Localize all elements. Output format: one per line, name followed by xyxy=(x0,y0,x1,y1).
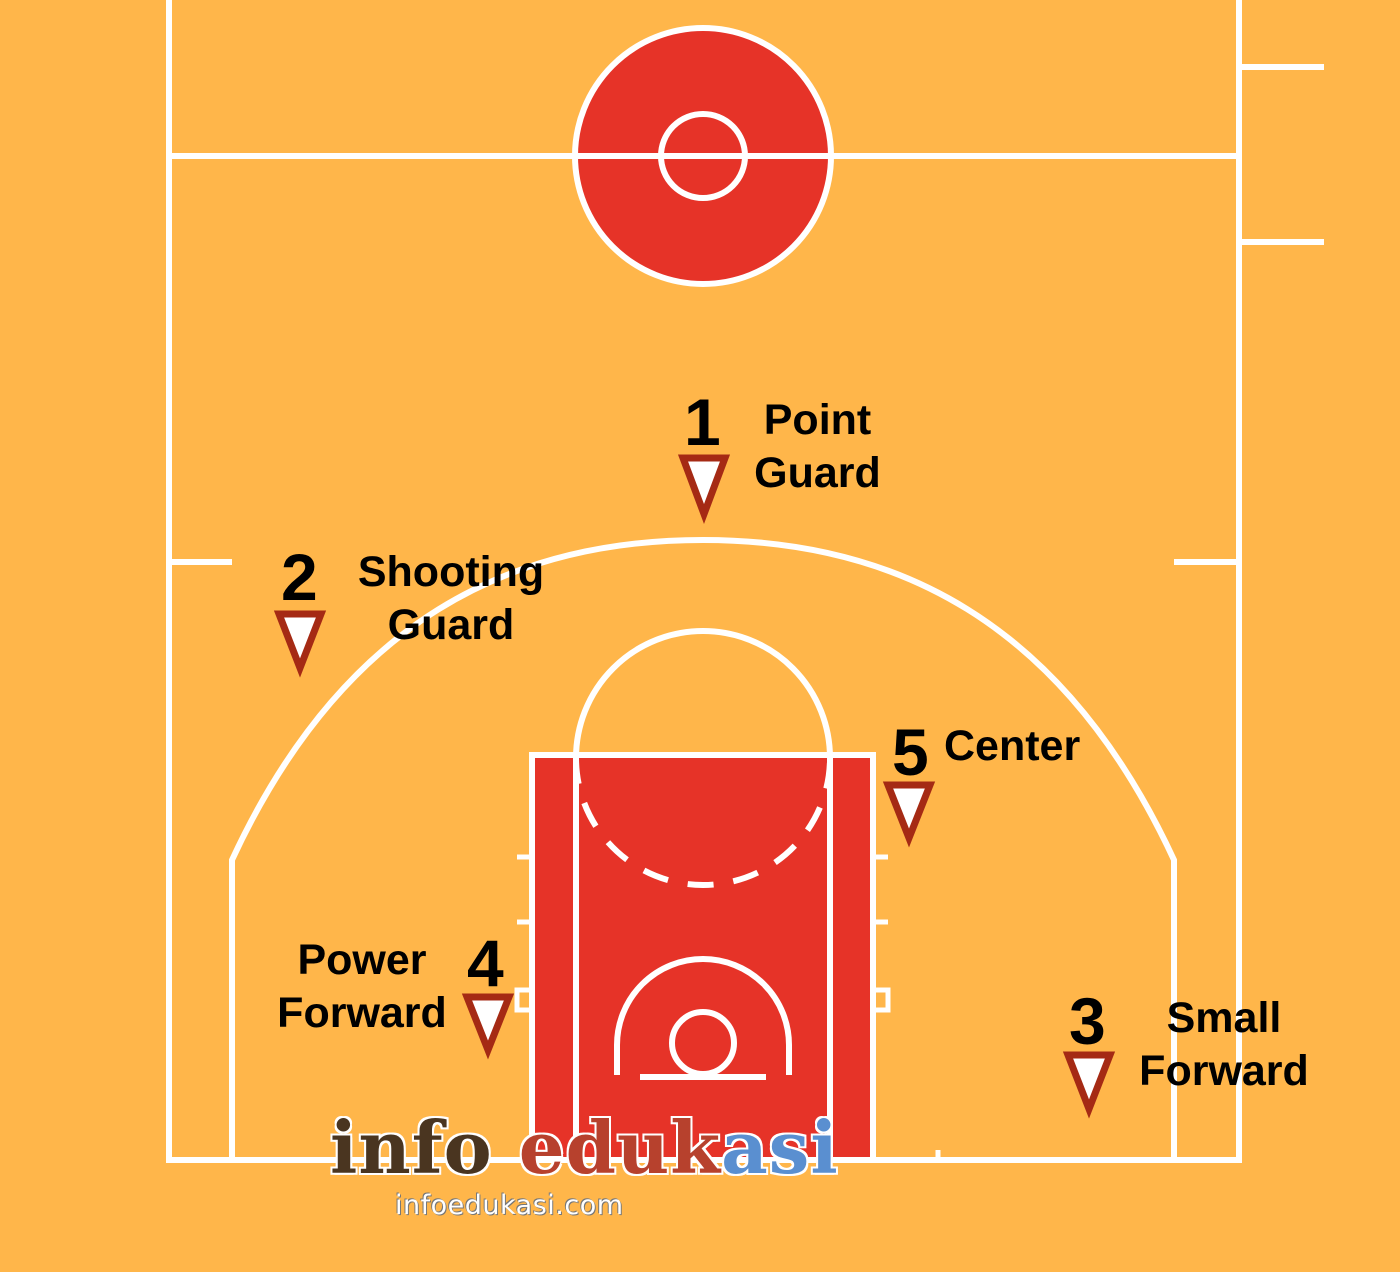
marker-point-guard xyxy=(677,454,731,524)
label-line: Forward xyxy=(277,989,447,1037)
marker-shooting-guard xyxy=(273,610,327,678)
label-line: Shooting xyxy=(357,548,545,596)
marker-small-forward xyxy=(1062,1051,1116,1119)
watermark-logo-text: info edukasi xyxy=(330,1105,838,1190)
free-throw-arc xyxy=(573,628,833,759)
label-line: Power xyxy=(297,936,427,984)
position-number-center: 5 xyxy=(892,715,929,789)
position-label-center: Center xyxy=(944,720,1099,773)
position-number-point-guard: 1 xyxy=(684,385,721,459)
label-line: Guard xyxy=(754,449,881,497)
marker-power-forward xyxy=(461,993,515,1060)
label-line: Guard xyxy=(387,601,515,649)
position-number-small-forward: 3 xyxy=(1069,984,1106,1058)
watermark-url: infoedukasi.com xyxy=(395,1190,624,1221)
position-number-power-forward: 4 xyxy=(467,926,504,1000)
three-point-line xyxy=(229,536,1177,1160)
logo-text-part: eduk xyxy=(518,1105,722,1190)
label-line: Point xyxy=(763,396,872,444)
watermark-logo: info edukasi xyxy=(330,1105,838,1190)
position-label-shooting-guard: Shooting Guard xyxy=(340,546,562,652)
label-line: Small xyxy=(1166,994,1282,1042)
lane-block xyxy=(514,987,535,1013)
free-throw-arc-dashed xyxy=(573,757,833,888)
hoop xyxy=(669,1009,737,1077)
position-label-power-forward: Power Forward xyxy=(262,934,462,1040)
position-number-shooting-guard: 2 xyxy=(281,540,318,614)
position-label-small-forward: Small Forward xyxy=(1124,992,1324,1098)
marker-center xyxy=(882,781,936,848)
label-line: Forward xyxy=(1139,1047,1309,1095)
logo-text-part: asi xyxy=(721,1105,839,1190)
restricted-area-arc xyxy=(614,956,792,1075)
logo-text-part: info xyxy=(330,1105,519,1190)
label-line: Center xyxy=(944,722,1081,770)
lane-block xyxy=(870,987,891,1013)
position-label-point-guard: Point Guard xyxy=(740,394,895,500)
